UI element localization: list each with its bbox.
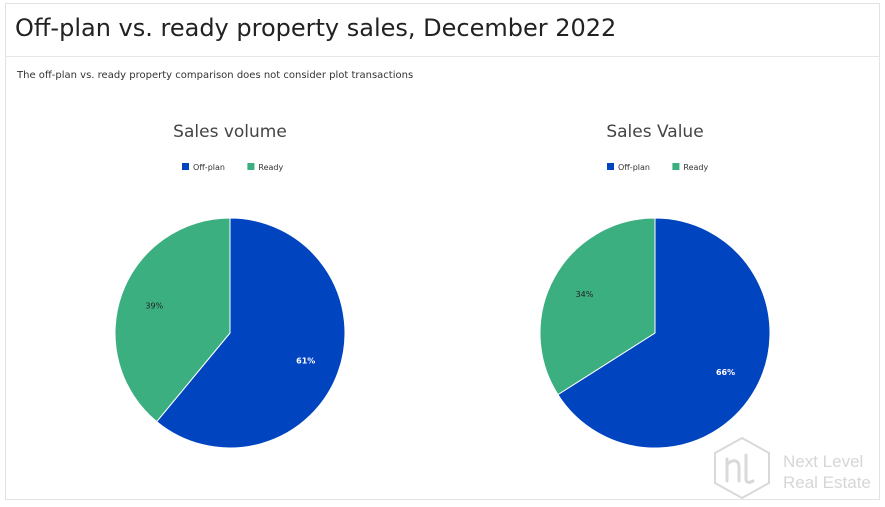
next-level-logo-icon: Next Level Real Estate [714, 436, 871, 500]
chart-legend: Off-plan Ready [182, 163, 284, 172]
slice-value-label: 39% [145, 302, 163, 311]
page-title: Off-plan vs. ready property sales, Decem… [15, 14, 617, 42]
legend-swatch-ready [672, 163, 680, 170]
pie-slice-ready [539, 217, 656, 396]
chart-title: Sales Value [606, 122, 703, 142]
legend-label-off-plan: Off-plan [618, 163, 650, 172]
pie-slice-off-plan [155, 217, 346, 449]
slice-value-label: 61% [296, 356, 315, 365]
pie-slice-off-plan [557, 217, 771, 449]
chart-frame [5, 3, 880, 500]
pie-chart-2: Sales Value Off-plan Ready 66% 34% [539, 122, 771, 449]
pie-chart-1: Sales volume Off-plan Ready 61% 39% [114, 122, 346, 449]
pie-slice-ready [114, 217, 231, 423]
legend-label-off-plan: Off-plan [193, 163, 225, 172]
title-divider [5, 56, 880, 57]
watermark-logo: Next Level Real Estate [713, 435, 885, 501]
legend-swatch-off-plan [182, 163, 189, 170]
chart-legend: Off-plan Ready [607, 163, 709, 172]
chart-title: Sales volume [173, 122, 287, 142]
watermark-line2: Real Estate [783, 473, 871, 492]
watermark-line1: Next Level [783, 452, 863, 471]
legend-swatch-ready [247, 163, 255, 170]
legend-label-ready: Ready [258, 163, 283, 172]
legend-swatch-off-plan [607, 163, 614, 170]
slice-value-label: 66% [716, 368, 735, 377]
slice-value-label: 34% [576, 290, 594, 299]
chart-note: The off-plan vs. ready property comparis… [17, 70, 414, 81]
legend-label-ready: Ready [683, 163, 708, 172]
